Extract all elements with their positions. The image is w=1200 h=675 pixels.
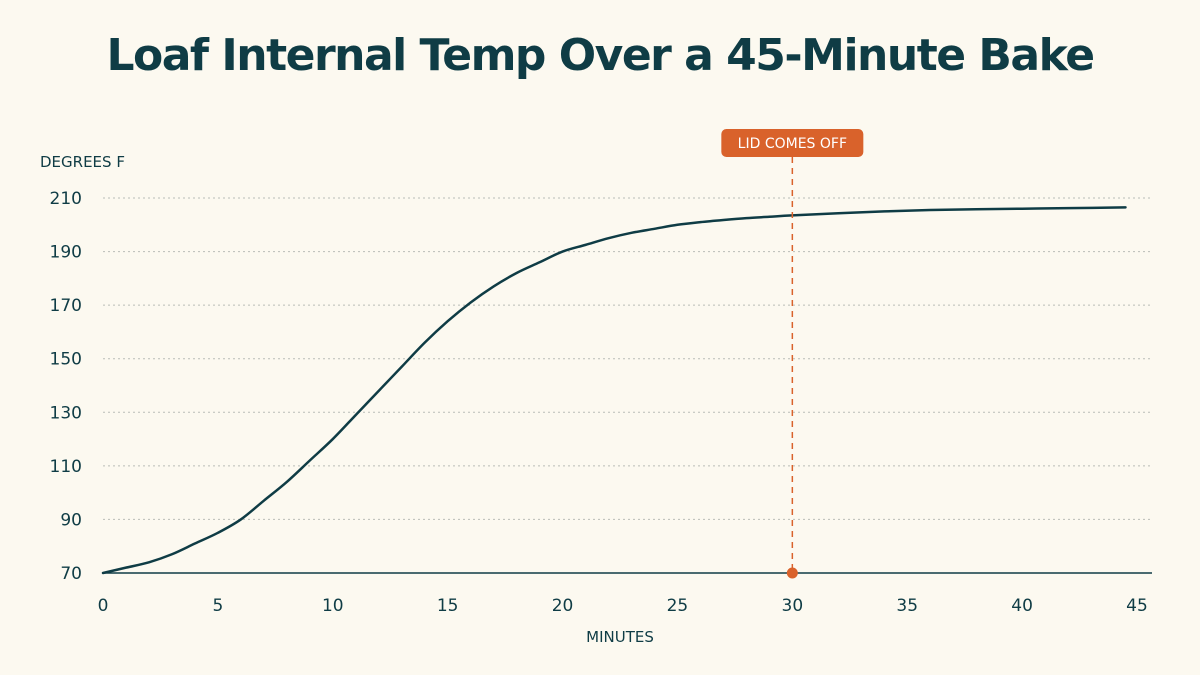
- y-axis-title: DEGREES F: [40, 153, 125, 171]
- annotation-lid-comes-off: LID COMES OFF: [721, 129, 864, 579]
- x-tick-label-30: 30: [782, 596, 804, 616]
- x-tick-label-40: 40: [1011, 596, 1033, 616]
- annotation-label-box: [721, 129, 864, 157]
- x-tick-label-0: 0: [98, 596, 109, 616]
- y-tick-label-130: 130: [50, 403, 82, 423]
- y-tick-label-110: 110: [50, 457, 82, 477]
- x-tick-label-5: 5: [212, 596, 223, 616]
- y-tick-label-190: 190: [50, 243, 82, 263]
- annotation-label: LID COMES OFF: [738, 136, 847, 152]
- series-line-internal-temp: [101, 206, 1127, 575]
- y-tick-label-70: 70: [60, 564, 82, 584]
- x-axis-title: MINUTES: [586, 628, 654, 646]
- x-tick-label-35: 35: [896, 596, 918, 616]
- x-tick-label-10: 10: [322, 596, 344, 616]
- chart-title: Loaf Internal Temp Over a 45-Minute Bake: [106, 30, 1095, 81]
- annotation-marker: [786, 567, 798, 579]
- y-tick-label-90: 90: [60, 510, 82, 530]
- x-tick-label-45: 45: [1126, 596, 1148, 616]
- y-tick-label-210: 210: [50, 189, 82, 209]
- y-tick-label-150: 150: [50, 350, 82, 370]
- x-tick-label-15: 15: [437, 596, 459, 616]
- grid-lines: [103, 197, 1152, 520]
- series-layer: [101, 206, 1127, 575]
- x-tick-label-25: 25: [667, 596, 689, 616]
- tick-labels: 70 90 110 130 150 170 190 210 0 5 10 15 20 25 30 35 40 45: [50, 189, 1148, 616]
- x-tick-label-20: 20: [552, 596, 574, 616]
- y-tick-label-170: 170: [50, 296, 82, 316]
